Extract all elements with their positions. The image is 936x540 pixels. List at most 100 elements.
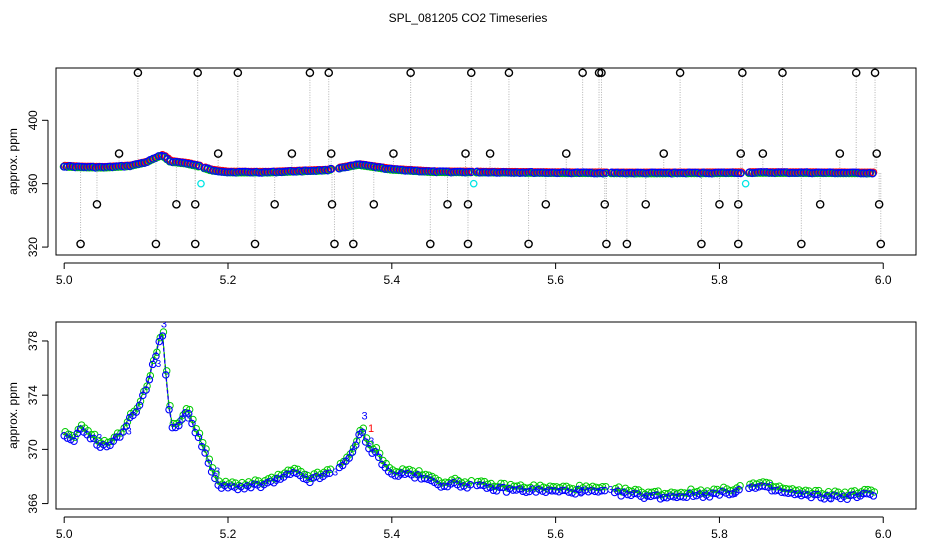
top-y-axis-title: approx. ppm xyxy=(6,128,20,195)
outlier-point xyxy=(600,199,610,209)
series-3-point xyxy=(148,360,157,369)
series-2-point xyxy=(811,486,820,495)
series-3-point xyxy=(175,421,183,430)
series-2-point xyxy=(153,348,161,356)
outlier-point xyxy=(541,199,551,209)
series-3-point xyxy=(283,470,291,479)
outlier-point xyxy=(193,68,202,78)
outlier-point xyxy=(641,199,651,209)
series-2-point xyxy=(736,482,744,490)
outlier-point xyxy=(327,199,337,209)
flag-point xyxy=(741,179,750,188)
outlier-point xyxy=(715,199,724,209)
outlier-point xyxy=(324,68,334,78)
series-2-point xyxy=(421,470,430,479)
series-2-point xyxy=(113,429,122,437)
series-2-point xyxy=(392,468,400,476)
outlier-point xyxy=(213,149,223,158)
series-3-point xyxy=(725,490,734,499)
outlier-point xyxy=(172,199,181,209)
series-3-point xyxy=(165,405,173,414)
series-2-point xyxy=(680,489,689,497)
series-3-label: 3 xyxy=(185,414,191,425)
outlier-point xyxy=(597,68,606,78)
series-3-point xyxy=(198,442,206,451)
outlier-point xyxy=(233,68,243,78)
top-y-tick-label: 320 xyxy=(26,237,40,257)
series-3-point xyxy=(322,470,331,478)
top-x-tick-label: 5.0 xyxy=(56,273,73,287)
outlier-point xyxy=(369,199,379,209)
series-3-point xyxy=(496,483,504,492)
outlier-point xyxy=(872,149,881,158)
bottom-y-tick-label: 370 xyxy=(26,439,40,459)
series-3-point xyxy=(155,337,163,346)
outlier-point xyxy=(270,199,279,209)
series-3-point xyxy=(348,448,357,456)
series-2-point xyxy=(362,434,371,442)
series-2-line xyxy=(63,330,330,487)
flag-point xyxy=(469,179,478,188)
series-2-point xyxy=(189,415,197,424)
outlier-point xyxy=(815,199,825,209)
series-2-point xyxy=(87,430,96,439)
outlier-point xyxy=(851,68,861,78)
top-x-tick-label: 6.0 xyxy=(875,273,892,287)
series-3-point xyxy=(371,447,380,456)
series-3-point xyxy=(358,428,367,436)
series-2-point xyxy=(159,328,168,336)
series-3-point xyxy=(679,493,688,501)
series-3-point xyxy=(112,433,121,441)
outlier-point xyxy=(330,239,339,249)
bottom-x-tick-label: 5.8 xyxy=(711,527,728,540)
outlier-point xyxy=(466,68,476,78)
series-3-point xyxy=(345,454,353,462)
series-annotation: 3 xyxy=(161,318,167,330)
series-3-point xyxy=(558,486,566,495)
series-2-point xyxy=(870,488,879,496)
baseline-point xyxy=(868,169,877,178)
series-3-point xyxy=(86,434,95,443)
bottom-x-tick-label: 6.0 xyxy=(875,527,892,540)
baseline-point xyxy=(733,169,742,178)
series-2-point xyxy=(156,333,164,342)
outlier-point xyxy=(485,149,495,158)
series-2-point xyxy=(166,401,174,410)
bottom-y-tick-label: 366 xyxy=(26,493,40,513)
outlier-point xyxy=(114,149,124,158)
bottom-y-axis-title: approx. ppm xyxy=(6,382,20,449)
series-3-line xyxy=(339,429,471,488)
outlier-point xyxy=(504,68,514,78)
outlier-point xyxy=(151,239,161,249)
series-3-point xyxy=(145,375,154,384)
baseline-point xyxy=(326,164,335,174)
series-3-point xyxy=(162,371,170,379)
series-2-point xyxy=(199,438,207,447)
baseline-point-alt xyxy=(869,168,878,177)
series-2-point xyxy=(146,371,155,380)
outlier-point xyxy=(326,149,336,158)
series-annotation: 1 xyxy=(368,423,374,435)
series-1-line xyxy=(63,331,330,488)
series-2-point xyxy=(143,382,151,390)
outlier-point xyxy=(406,68,415,78)
series-3-point xyxy=(201,449,209,457)
series-2-point xyxy=(71,433,79,441)
series-2-point xyxy=(490,482,499,490)
baseline-point xyxy=(736,169,745,178)
outlier-point xyxy=(736,149,746,158)
series-2-point xyxy=(710,485,718,493)
series-3-label: 3 xyxy=(827,493,833,504)
outlier-point xyxy=(835,149,845,158)
outlier-point xyxy=(287,149,297,158)
series-2-point xyxy=(631,485,639,494)
series-2-point xyxy=(372,444,381,452)
outlier-point xyxy=(461,149,470,158)
series-2-point xyxy=(762,478,770,487)
series-2-point xyxy=(326,465,335,473)
series-3-point xyxy=(132,408,141,416)
series-3-point xyxy=(184,409,193,418)
series-3-point xyxy=(391,471,399,480)
top-x-tick-label: 5.6 xyxy=(547,273,564,287)
